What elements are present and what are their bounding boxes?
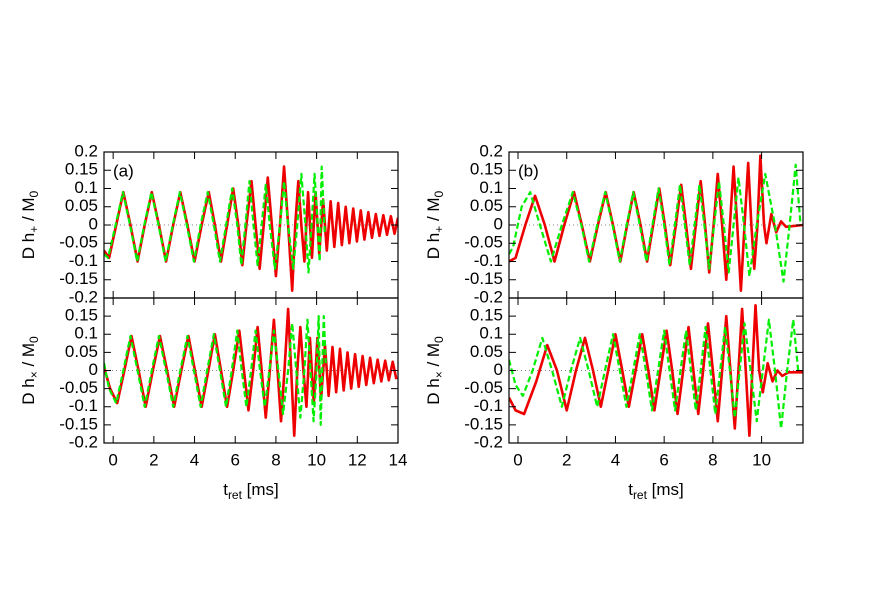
y-tick-label: -0.2 [474, 432, 503, 451]
y-tick-label: -0.15 [464, 414, 503, 433]
y-tick-label: 0.1 [74, 178, 98, 197]
y-tick-label: -0.15 [59, 269, 98, 288]
x-tick-label: 2 [149, 450, 158, 469]
y-axis-label-part: D h [19, 378, 38, 404]
y-tick-label: -0.2 [474, 287, 503, 306]
series-line [104, 307, 398, 438]
y-tick-label: 0 [494, 214, 503, 233]
y-tick-label: -0.05 [464, 378, 503, 397]
y-axis-label-part: / M [424, 343, 443, 371]
y-axis-label-part: / M [424, 197, 443, 225]
y-tick-label: 0.05 [470, 196, 503, 215]
x-tick-label: 4 [190, 450, 199, 469]
x-tick-label: 4 [611, 450, 620, 469]
series-line [104, 315, 327, 426]
y-tick-label: 0 [89, 214, 98, 233]
y-tick-label: -0.15 [464, 269, 503, 288]
y-tick-label: 0.2 [479, 141, 503, 160]
x-tick-label: 6 [230, 450, 239, 469]
x-axis-label-part: [ms] [242, 480, 279, 499]
y-tick-label: 0.05 [65, 196, 98, 215]
y-axis-label: D h× / M0 [424, 336, 446, 405]
x-axis-label-part: ret [228, 488, 243, 502]
y-tick-label: -0.15 [59, 414, 98, 433]
x-tick-label: 0 [108, 450, 117, 469]
y-axis-label-part: 0 [27, 190, 41, 197]
y-tick-label: 0.15 [65, 306, 98, 325]
y-tick-label: 0.15 [65, 160, 98, 179]
y-axis-label-part: 0 [432, 336, 446, 343]
x-tick-label: 2 [562, 450, 571, 469]
y-axis-label-part: D h [424, 233, 443, 259]
y-tick-label: 0.15 [470, 306, 503, 325]
y-axis-label-part: + [432, 226, 446, 233]
y-tick-label: -0.2 [69, 432, 98, 451]
y-axis-label-part: D h [424, 378, 443, 404]
y-tick-label: -0.05 [59, 378, 98, 397]
y-tick-label: 0.05 [470, 342, 503, 361]
series-line [104, 165, 326, 274]
x-tick-label: 10 [752, 450, 771, 469]
y-tick-label: -0.1 [69, 251, 98, 270]
y-tick-label: -0.1 [474, 251, 503, 270]
y-tick-label: 0.05 [65, 342, 98, 361]
y-tick-label: -0.2 [69, 287, 98, 306]
panel-label: (a) [113, 161, 134, 180]
series-line [509, 303, 803, 438]
y-tick-label: -0.1 [69, 396, 98, 415]
series-line [509, 154, 803, 292]
series-line [104, 165, 398, 292]
y-tick-label: 0.2 [74, 141, 98, 160]
x-tick-label: 14 [389, 450, 408, 469]
y-axis-label-part: / M [19, 343, 38, 371]
x-tick-label: 8 [708, 450, 717, 469]
panel-label: (b) [518, 161, 539, 180]
y-tick-label: 0.1 [479, 178, 503, 197]
y-axis-label-part: + [27, 226, 41, 233]
x-tick-label: 8 [271, 450, 280, 469]
y-axis-label-part: × [27, 371, 41, 378]
y-axis-label: D h+ / M0 [19, 190, 41, 259]
x-axis-label-part: ret [633, 488, 648, 502]
y-tick-label: 0 [494, 360, 503, 379]
y-tick-label: -0.1 [474, 396, 503, 415]
series-line [509, 318, 800, 430]
y-axis-label-part: 0 [27, 336, 41, 343]
y-axis-label: D h+ / M0 [424, 190, 446, 259]
y-axis-label-part: D h [19, 233, 38, 259]
y-axis-label-part: / M [19, 197, 38, 225]
y-tick-label: 0 [89, 360, 98, 379]
x-axis-label-part: t [628, 480, 633, 499]
y-tick-label: 0.1 [479, 324, 503, 343]
y-axis-label: D h× / M0 [19, 336, 41, 405]
y-tick-label: -0.05 [59, 233, 98, 252]
x-tick-label: 0 [513, 450, 522, 469]
y-axis-label-part: 0 [432, 190, 446, 197]
x-axis-label: tret [ms] [628, 480, 684, 502]
y-tick-label: -0.05 [464, 233, 503, 252]
y-axis-label-part: × [432, 371, 446, 378]
x-axis-label: tret [ms] [223, 480, 279, 502]
x-tick-label: 12 [348, 450, 367, 469]
y-tick-label: 0.15 [470, 160, 503, 179]
x-axis-label-part: t [223, 480, 228, 499]
x-axis-label-part: [ms] [647, 480, 684, 499]
x-tick-label: 10 [307, 450, 326, 469]
series-line [509, 163, 802, 283]
y-tick-label: 0.1 [74, 324, 98, 343]
x-tick-label: 6 [659, 450, 668, 469]
